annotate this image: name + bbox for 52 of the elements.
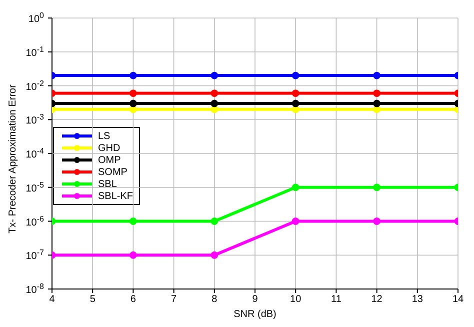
y-tick-label: 10$^{-6}$	[26, 214, 45, 228]
x-tick-label: 12	[371, 294, 383, 306]
point	[373, 218, 380, 225]
legend-label: SOMP	[98, 166, 128, 178]
point	[210, 251, 218, 259]
point	[292, 72, 300, 80]
point	[292, 90, 300, 97]
point	[130, 218, 137, 225]
x-tick-label: 4	[49, 294, 56, 306]
point	[130, 72, 137, 80]
x-tick-label: 7	[171, 294, 178, 306]
y-tick-label: 10$^{-3}$	[26, 112, 45, 127]
point	[373, 72, 380, 80]
point	[292, 106, 300, 114]
point	[210, 106, 218, 114]
point	[130, 90, 137, 97]
point	[373, 184, 380, 192]
legend-label: SBL	[98, 178, 117, 190]
x-tick-label: 11	[331, 294, 342, 306]
x-tick-label: 13	[412, 294, 424, 306]
point	[210, 100, 218, 108]
y-tick-label: 10$^{-7}$	[26, 248, 45, 262]
point	[373, 100, 380, 108]
point	[130, 106, 137, 114]
y-tick-label: 10$^{-8}$	[26, 282, 45, 296]
x-tick-label: 9	[252, 294, 258, 306]
legend-label: OMP	[98, 154, 121, 166]
x-tick-label: 5	[90, 294, 96, 306]
y-axis-title: Tx- Precoder Approximation Error	[8, 84, 19, 234]
point	[130, 251, 137, 259]
y-tick-label: 10$^{-4}$	[26, 146, 45, 160]
point	[130, 100, 137, 108]
x-tick-label: 14	[452, 294, 464, 306]
point	[210, 218, 218, 225]
point	[210, 90, 218, 97]
legend-label: GHD	[98, 142, 120, 154]
point	[292, 100, 300, 108]
point	[292, 218, 300, 225]
legend-label: LS	[98, 130, 110, 142]
x-tick-label: 8	[212, 294, 218, 306]
point	[210, 72, 218, 80]
point	[373, 90, 380, 97]
x-tick-label: 10	[290, 294, 302, 306]
legend-label: SBL-KF	[98, 190, 134, 202]
y-tick-label: 10$^{-2}$	[26, 78, 45, 93]
y-tick-label: 10$^{0}$	[28, 10, 45, 25]
y-tick-label: 10$^{-5}$	[26, 180, 45, 194]
x-axis-title: SNR (dB)	[234, 309, 276, 320]
y-tick-label: 10$^{-1}$	[26, 44, 45, 59]
point	[292, 184, 300, 192]
x-tick-label: 6	[130, 294, 136, 306]
point	[373, 106, 380, 114]
